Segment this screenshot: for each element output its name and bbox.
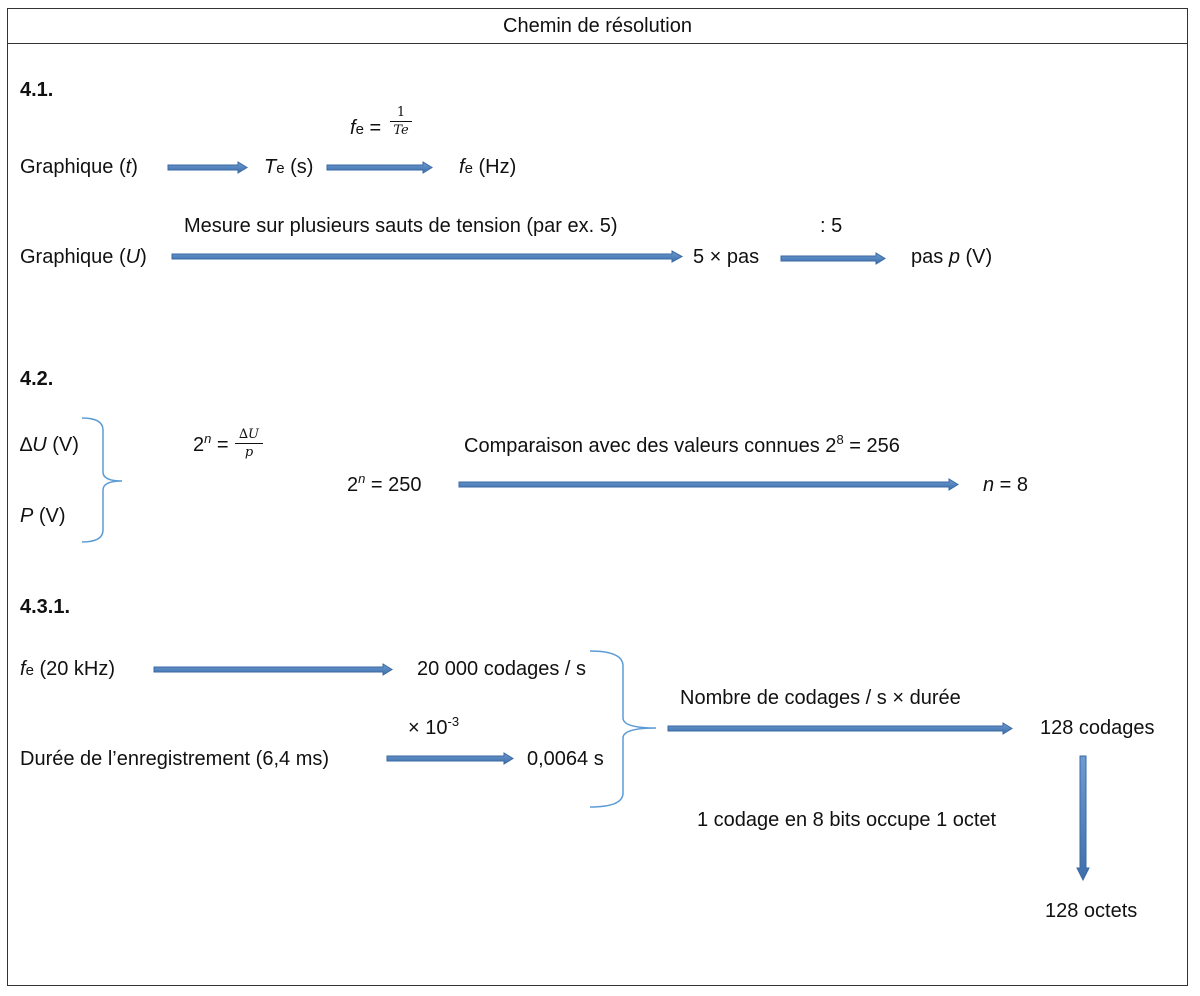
brace-4-3-1 — [589, 650, 657, 808]
five-steps-label: 5 × pas — [693, 246, 760, 268]
combine-arrow-label: Nombre de codages / s × durée — [680, 687, 961, 709]
graph-u-label: Graphique (U) — [20, 246, 147, 268]
page-title: Chemin de résolution — [7, 8, 1188, 44]
multiply-label: × 10-3 — [408, 714, 460, 739]
fe-khz-label: fe (20 kHz) — [20, 658, 116, 680]
power-formula-fraction: ∆U p — [235, 428, 263, 459]
fe-hz-label: fe (Hz) — [459, 156, 517, 178]
brace-4-2 — [81, 417, 123, 543]
outer-frame — [7, 8, 1188, 986]
octets-result: 128 octets — [1045, 900, 1138, 922]
duration-label: Durée de l’enregistrement (6,4 ms) — [20, 748, 330, 770]
measure-arrow-label: Mesure sur plusieurs sauts de tension (p… — [184, 215, 618, 237]
arrow-divide — [780, 252, 886, 265]
arrow-duration-to-seconds — [386, 752, 514, 765]
arrow-te-to-fe — [326, 161, 433, 174]
p-label: P (V) — [20, 505, 66, 527]
codages-per-second: 20 000 codages / s — [417, 658, 587, 680]
power-equation: 2n = 250 — [347, 471, 422, 496]
te-label: Te (s) — [264, 156, 314, 178]
arrow-graph-to-te — [167, 161, 248, 174]
graph-t-label: Graphique (t) — [20, 156, 138, 178]
fe-formula-fraction: 1 Te — [390, 106, 412, 137]
section-heading-4-2: 4.2. — [20, 368, 54, 390]
section-heading-4-1: 4.1. — [20, 79, 54, 101]
codages-result: 128 codages — [1040, 717, 1155, 739]
fe-formula-lhs: fe = — [350, 117, 382, 139]
delta-u-label: ∆U (V) — [20, 434, 79, 456]
arrow-fe-to-codages — [153, 663, 393, 676]
section-heading-4-3-1: 4.3.1. — [20, 596, 71, 618]
power-formula-lhs: 2n = — [193, 431, 229, 456]
compare-arrow-label: Comparaison avec des valeurs connues 28 … — [464, 432, 900, 457]
octet-note: 1 codage en 8 bits occupe 1 octet — [697, 809, 997, 831]
arrow-compare — [458, 478, 959, 491]
arrow-measure — [171, 250, 684, 263]
duration-seconds: 0,0064 s — [527, 748, 604, 770]
step-p-label: pas p (V) — [911, 246, 993, 268]
arrow-codages-to-octets — [1076, 755, 1090, 882]
arrow-combine — [667, 722, 1013, 735]
n-result: n = 8 — [983, 474, 1029, 496]
divide-label: : 5 — [820, 215, 843, 237]
